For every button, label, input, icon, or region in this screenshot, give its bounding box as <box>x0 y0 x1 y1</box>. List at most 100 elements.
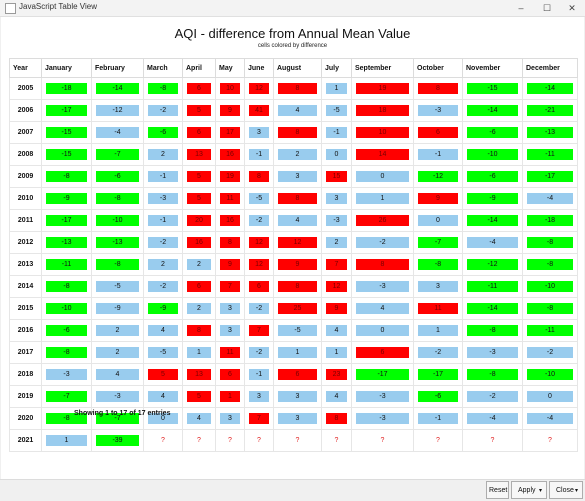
table-cell: 4 <box>143 385 183 408</box>
column-header[interactable]: April <box>182 58 216 78</box>
difference-value: -2 <box>148 105 178 116</box>
close-button[interactable]: Close ▾ <box>549 481 583 499</box>
table-cell: 2 <box>321 231 352 254</box>
difference-value: 3 <box>278 413 317 424</box>
table-row: 2007 -15 -4 -6 6 17 3 8 -1 10 6 -6 -13 <box>9 121 578 144</box>
column-header[interactable]: June <box>244 58 274 78</box>
table-cell: ? <box>215 429 245 452</box>
difference-value: -5 <box>148 347 178 358</box>
table-cell: -3 <box>41 363 92 386</box>
table-cell: -8 <box>41 341 92 364</box>
chevron-down-icon[interactable]: ▾ <box>574 488 578 494</box>
table-cell: 1 <box>321 341 352 364</box>
table-cell: -3 <box>462 341 523 364</box>
year-cell: 2009 <box>9 165 42 188</box>
difference-value: -6 <box>418 391 458 402</box>
year-cell: 2011 <box>9 209 42 232</box>
difference-value: 12 <box>326 281 347 292</box>
difference-value: 6 <box>220 369 240 380</box>
column-header[interactable]: December <box>522 58 578 78</box>
difference-value: 4 <box>148 325 178 336</box>
apply-button[interactable]: Apply ▾ <box>511 481 547 499</box>
difference-value: -2 <box>249 303 269 314</box>
table-cell: -14 <box>462 297 523 320</box>
year-cell: 2007 <box>9 121 42 144</box>
difference-value: -10 <box>46 303 87 314</box>
maximize-button[interactable]: ☐ <box>542 3 552 13</box>
difference-value: -39 <box>96 435 139 446</box>
year-cell: 2005 <box>9 77 42 100</box>
chevron-down-icon[interactable]: ▾ <box>538 488 542 494</box>
difference-value: 6 <box>187 281 211 292</box>
table-cell: -8 <box>91 187 144 210</box>
table-cell: 6 <box>182 77 216 100</box>
table-cell: -14 <box>462 99 523 122</box>
column-header[interactable]: Year <box>9 58 42 78</box>
year-cell: 2019 <box>9 385 42 408</box>
column-header[interactable]: February <box>91 58 144 78</box>
difference-value: 19 <box>220 171 240 182</box>
table-cell: 13 <box>182 143 216 166</box>
difference-value: -3 <box>356 281 409 292</box>
table-cell: -10 <box>91 209 144 232</box>
difference-value: -10 <box>527 281 573 292</box>
difference-value: 19 <box>356 83 409 94</box>
difference-value: -4 <box>467 237 518 248</box>
year-cell: 2014 <box>9 275 42 298</box>
difference-value: 3 <box>249 127 269 138</box>
table-cell: -21 <box>522 99 578 122</box>
difference-value: -8 <box>527 303 573 314</box>
column-header[interactable]: August <box>273 58 322 78</box>
column-header[interactable]: October <box>413 58 463 78</box>
table-cell: -7 <box>91 143 144 166</box>
difference-value: 8 <box>278 193 317 204</box>
column-header[interactable]: September <box>351 58 414 78</box>
table-cell: 8 <box>215 231 245 254</box>
difference-value: 1 <box>220 391 240 402</box>
difference-value: 8 <box>278 83 317 94</box>
table-cell: -8 <box>522 231 578 254</box>
table-cell: 15 <box>321 165 352 188</box>
table-cell: -9 <box>462 187 523 210</box>
table-cell: 4 <box>351 297 414 320</box>
difference-value: 3 <box>249 391 269 402</box>
difference-value: ? <box>197 437 201 444</box>
table-cell: 16 <box>182 231 216 254</box>
table-cell: -6 <box>462 165 523 188</box>
difference-value: -2 <box>148 281 178 292</box>
year-cell: 2010 <box>9 187 42 210</box>
difference-value: 8 <box>278 281 317 292</box>
difference-value: 5 <box>187 105 211 116</box>
difference-value: 16 <box>220 215 240 226</box>
table-cell: -2 <box>413 341 463 364</box>
reset-button[interactable]: Reset <box>486 481 509 499</box>
difference-value: -10 <box>527 369 573 380</box>
table-cell: 4 <box>91 363 144 386</box>
table-cell: 4 <box>182 407 216 430</box>
difference-value: -1 <box>148 171 178 182</box>
difference-value: -8 <box>467 325 518 336</box>
minimize-button[interactable]: – <box>518 3 524 13</box>
difference-value: 3 <box>220 325 240 336</box>
column-header[interactable]: January <box>41 58 92 78</box>
column-header[interactable]: November <box>462 58 523 78</box>
table-cell: 12 <box>321 275 352 298</box>
difference-value: 2 <box>148 149 178 160</box>
table-cell: 16 <box>215 143 245 166</box>
column-header[interactable]: July <box>321 58 352 78</box>
year-cell: 2013 <box>9 253 42 276</box>
difference-value: 2 <box>96 325 139 336</box>
column-header[interactable]: March <box>143 58 183 78</box>
table-cell: 19 <box>215 165 245 188</box>
column-header[interactable]: May <box>215 58 245 78</box>
difference-value: 13 <box>187 149 211 160</box>
difference-value: 3 <box>220 413 240 424</box>
difference-value: 0 <box>356 325 409 336</box>
close-window-button[interactable]: ✕ <box>568 3 576 13</box>
difference-value: 4 <box>356 303 409 314</box>
table-cell: 6 <box>182 121 216 144</box>
table-cell: 8 <box>273 121 322 144</box>
table-cell: ? <box>351 429 414 452</box>
table-cell: 2 <box>91 319 144 342</box>
table-row: 2006 -17 -12 -2 5 9 41 4 -5 18 -3 -14 -21 <box>9 99 578 122</box>
